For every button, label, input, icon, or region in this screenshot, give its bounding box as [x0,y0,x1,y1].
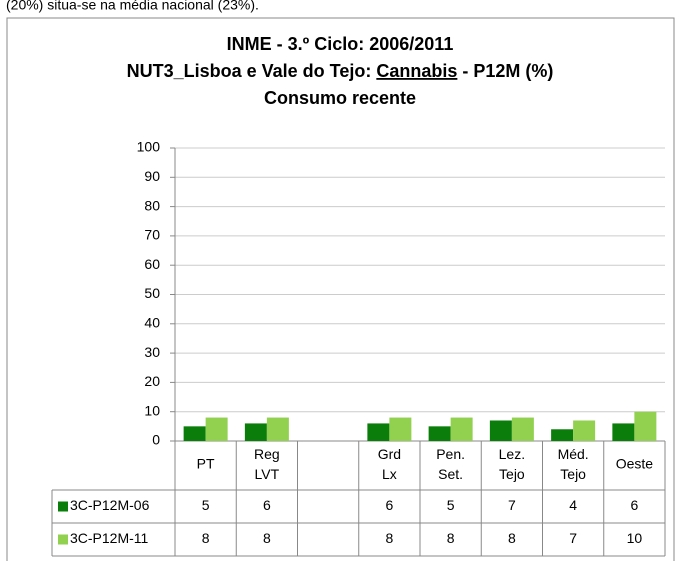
table-value: 8 [508,530,516,546]
table-value: 10 [627,530,643,546]
y-tick-label: 70 [144,227,160,243]
bar [489,420,512,441]
table-value: 5 [447,497,455,513]
bar [389,417,412,441]
y-tick-label: 90 [144,168,160,184]
bar [266,417,289,441]
chart-title: NUT3_Lisboa e Vale do Tejo: Cannabis - P… [127,61,554,81]
x-tick-label: Oeste [616,456,654,472]
table-value: 8 [263,530,271,546]
bar [367,423,390,441]
table-value: 6 [385,497,393,513]
x-tick-label: Grd Lx [378,446,401,482]
chart-title: INME - 3.º Ciclo: 2006/2011 [227,34,454,54]
bar [450,417,473,441]
bar [244,423,267,441]
legend-swatch [58,534,68,545]
table-value: 6 [263,497,271,513]
x-tick-label: Méd. Tejo [558,446,589,482]
chart-title-part: NUT3_Lisboa e Vale do Tejo: [127,61,377,81]
y-tick-label: 80 [144,197,160,213]
table-value: 4 [569,497,577,513]
chart-title-part: - P12M (%) [457,61,553,81]
y-tick-label: 40 [144,315,160,331]
bar [205,417,228,441]
legend-label: 3C-P12M-11 [70,530,149,546]
bar [634,411,657,441]
table-value: 8 [385,530,393,546]
x-tick-label: Lez. Tejo [499,446,525,482]
table-value: 5 [202,497,210,513]
y-tick-label: 0 [152,432,160,448]
y-tick-label: 20 [144,373,160,389]
bar [428,426,451,441]
y-tick-label: 10 [144,402,160,418]
table-value: 6 [630,497,638,513]
bar [612,423,635,441]
table-value: 8 [447,530,455,546]
chart-title-part: Cannabis [376,61,457,81]
y-tick-label: 100 [137,139,161,155]
legend-swatch [58,501,68,512]
table-value: 7 [569,530,577,546]
table-value: 8 [202,530,210,546]
bar [511,417,534,441]
bar [183,426,206,441]
y-tick-label: 50 [144,285,160,301]
y-tick-label: 30 [144,344,160,360]
bar [573,420,596,441]
bar [551,429,574,441]
x-tick-label: PT [197,456,215,472]
chart-title: Consumo recente [264,88,416,108]
legend-label: 3C-P12M-06 [70,497,150,513]
chart-border [6,17,675,561]
y-tick-label: 60 [144,256,160,272]
x-tick-label: Reg LVT [254,446,280,482]
table-value: 7 [508,497,516,513]
header-text: (20%) situa-se na média nacional (23%). [6,0,259,13]
x-tick-label: Pen. Set. [436,446,465,482]
